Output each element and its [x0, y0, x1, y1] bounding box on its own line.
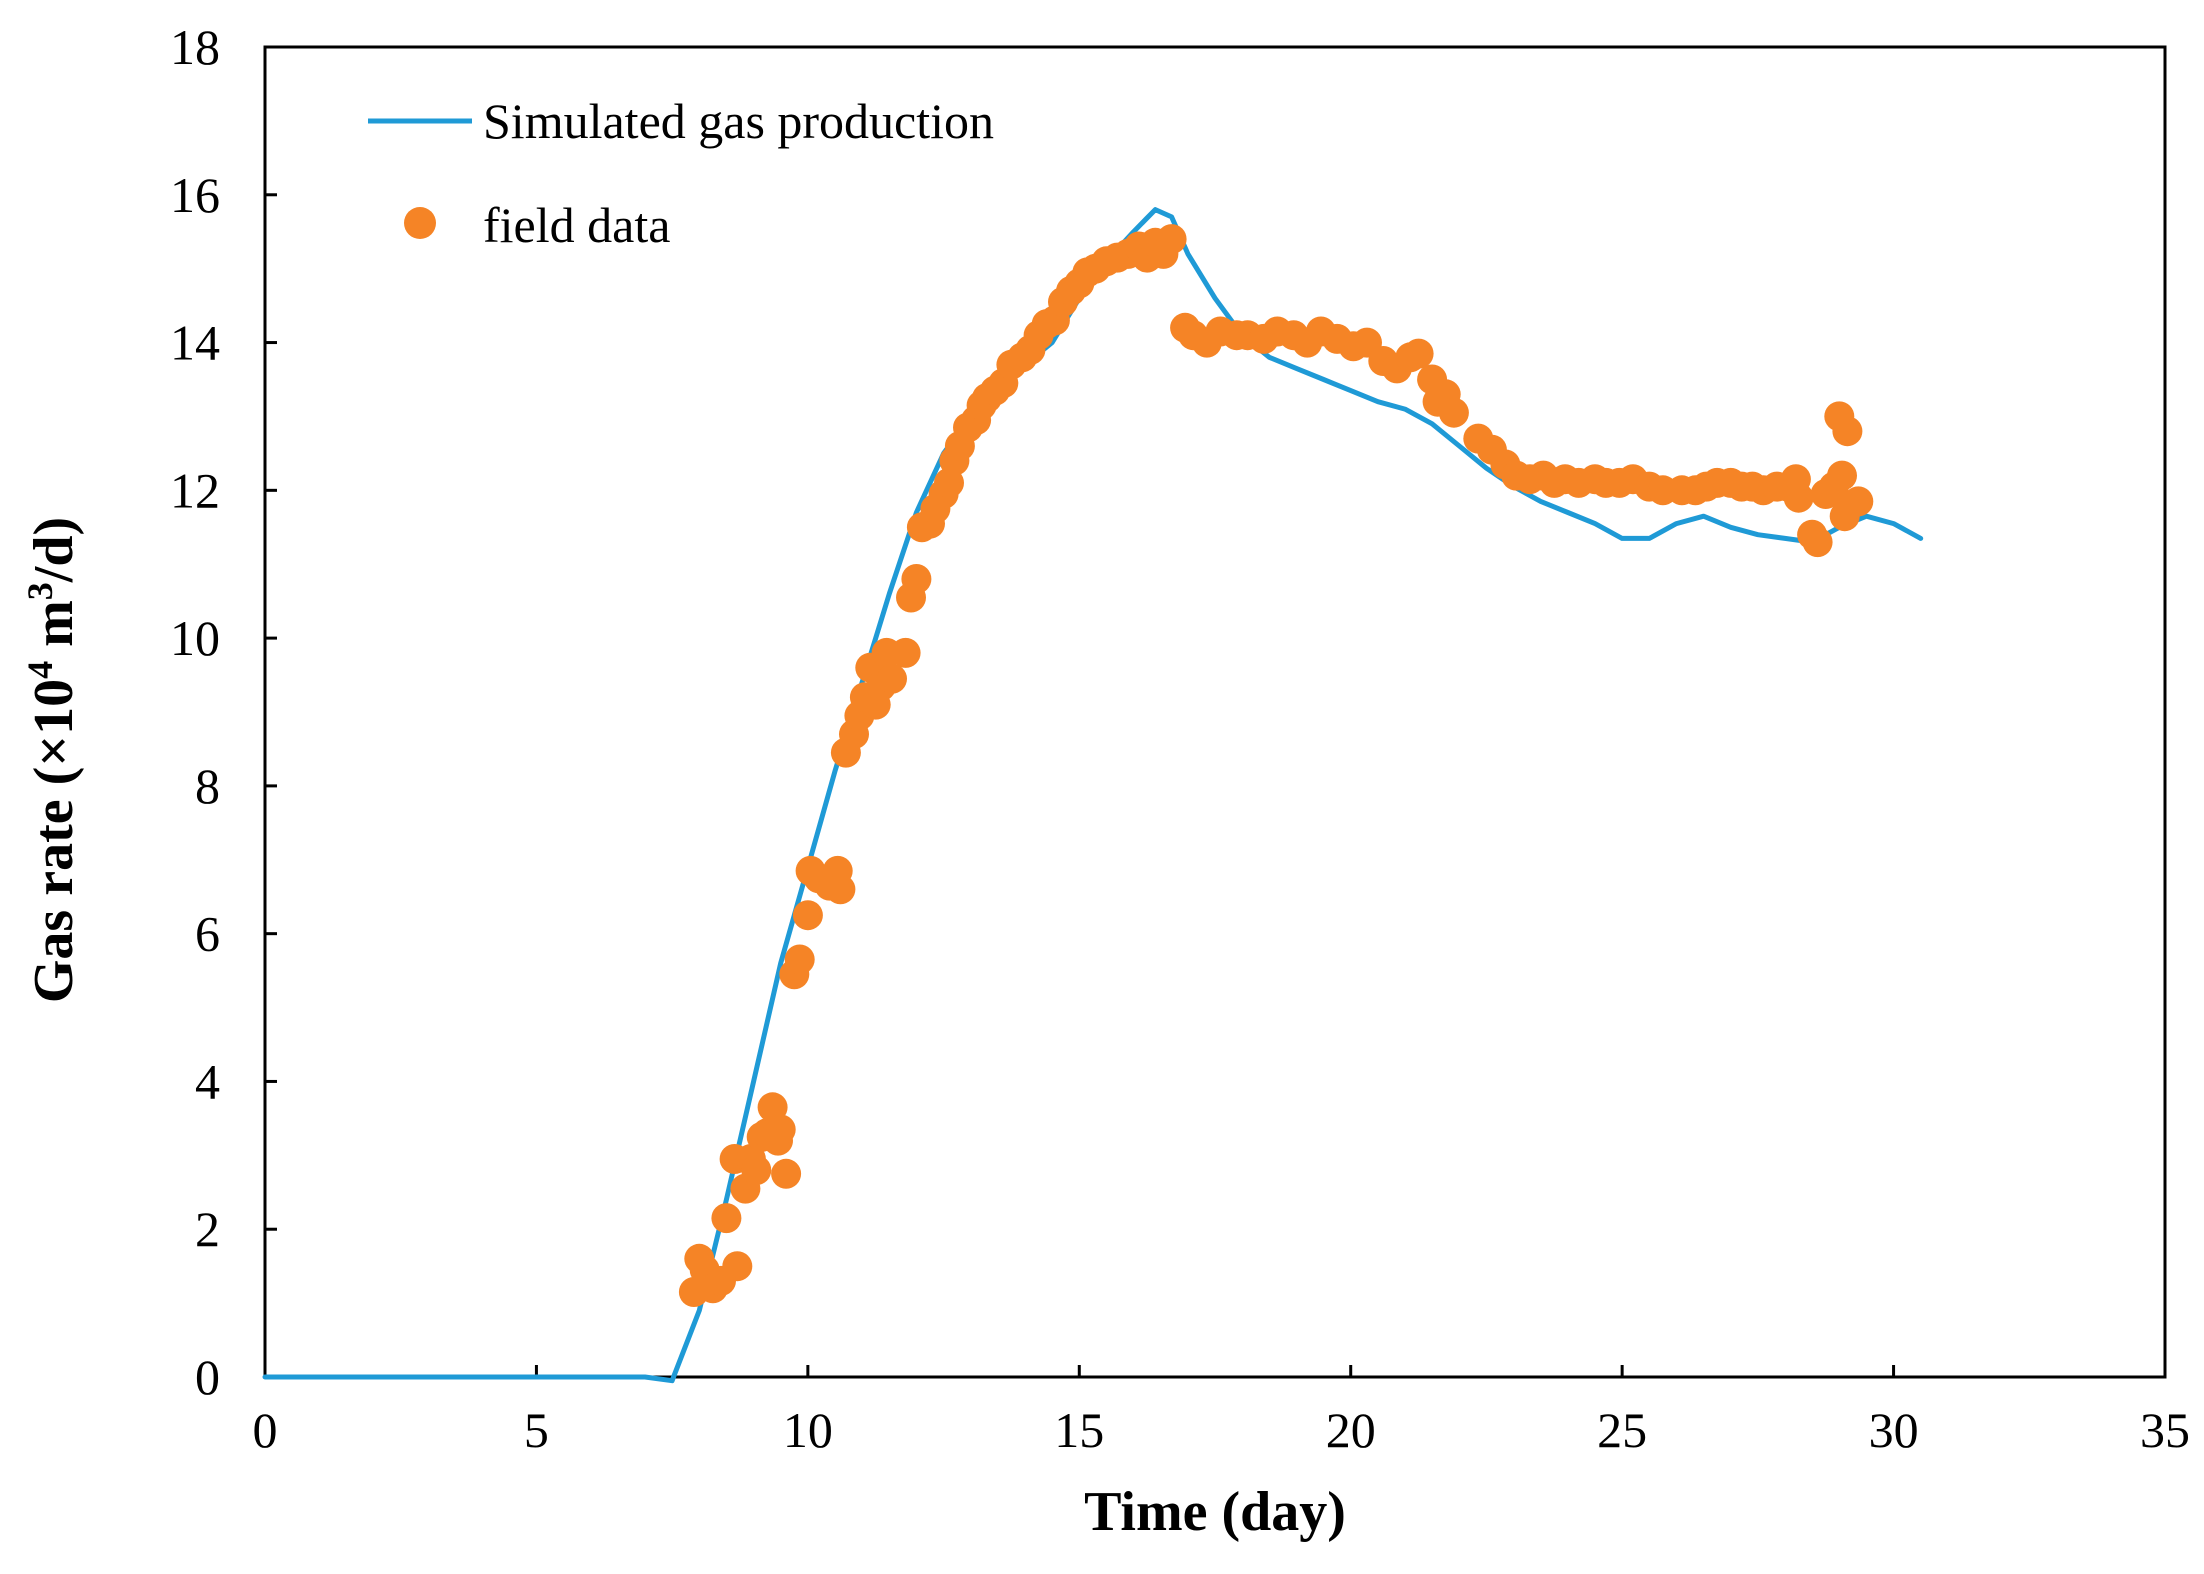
x-axis-title: Time (day) [1084, 1481, 1346, 1543]
field-data-point [1802, 527, 1833, 558]
y-axis-title-sup1: 4 [20, 661, 60, 679]
y-tick-label: 0 [195, 1349, 220, 1405]
y-tick-label: 8 [195, 758, 220, 814]
x-tick-label: 15 [1054, 1402, 1104, 1458]
y-tick-label: 6 [195, 906, 220, 962]
x-tick-label: 0 [253, 1402, 278, 1458]
field-data-point [1438, 397, 1469, 428]
plot-area [262, 207, 1924, 1384]
x-tick-label: 30 [1869, 1402, 1919, 1458]
x-axis-ticks: 0 5 10 15 20 25 30 35 [253, 1365, 2190, 1458]
legend: Simulated gas production field data [368, 93, 994, 253]
field-data-point [765, 1114, 796, 1145]
y-axis-title-main: Gas rate (×10 [23, 679, 85, 1003]
x-tick-label: 5 [524, 1402, 549, 1458]
y-tick-label: 4 [195, 1053, 220, 1109]
field-data-point [784, 944, 815, 975]
field-data-point [1403, 338, 1434, 369]
x-tick-label: 20 [1326, 1402, 1376, 1458]
y-tick-label: 2 [195, 1201, 220, 1257]
field-data-point [1783, 482, 1814, 513]
legend-label-field: field data [483, 197, 670, 253]
y-axis-title-sup2: 3 [20, 582, 60, 600]
legend-marker-swatch [404, 207, 436, 239]
field-data-point [771, 1158, 802, 1189]
y-tick-label: 18 [170, 19, 220, 75]
field-data-point [901, 564, 932, 594]
field-data-point [825, 874, 856, 905]
y-axis-title: Gas rate (×104 m3/d) [20, 517, 85, 1003]
field-data-point [722, 1251, 753, 1282]
y-tick-label: 12 [170, 462, 220, 518]
field-data-point [711, 1203, 742, 1234]
field-data-point [792, 900, 823, 931]
field-data-point [1843, 486, 1874, 517]
plot-frame [263, 45, 2167, 1379]
y-axis-title-mid: m [23, 600, 85, 661]
field-data-point [741, 1155, 772, 1186]
y-tick-label: 10 [170, 610, 220, 666]
field-data-point [890, 637, 921, 668]
x-tick-label: 35 [2140, 1402, 2190, 1458]
x-tick-label: 10 [783, 1402, 833, 1458]
x-tick-label: 25 [1597, 1402, 1647, 1458]
field-data-point [1827, 460, 1857, 491]
simulated-gas-production-line [262, 207, 1924, 1384]
field-data-point [877, 663, 907, 694]
field-data-point [1832, 416, 1863, 447]
field-data-point [1156, 224, 1187, 255]
legend-label-simulated: Simulated gas production [483, 93, 994, 149]
y-axis-ticks: 0 2 4 6 8 10 12 14 16 18 [170, 19, 277, 1405]
y-tick-label: 16 [170, 167, 220, 223]
y-axis-title-end: /d) [23, 517, 85, 583]
y-tick-label: 14 [170, 315, 220, 371]
